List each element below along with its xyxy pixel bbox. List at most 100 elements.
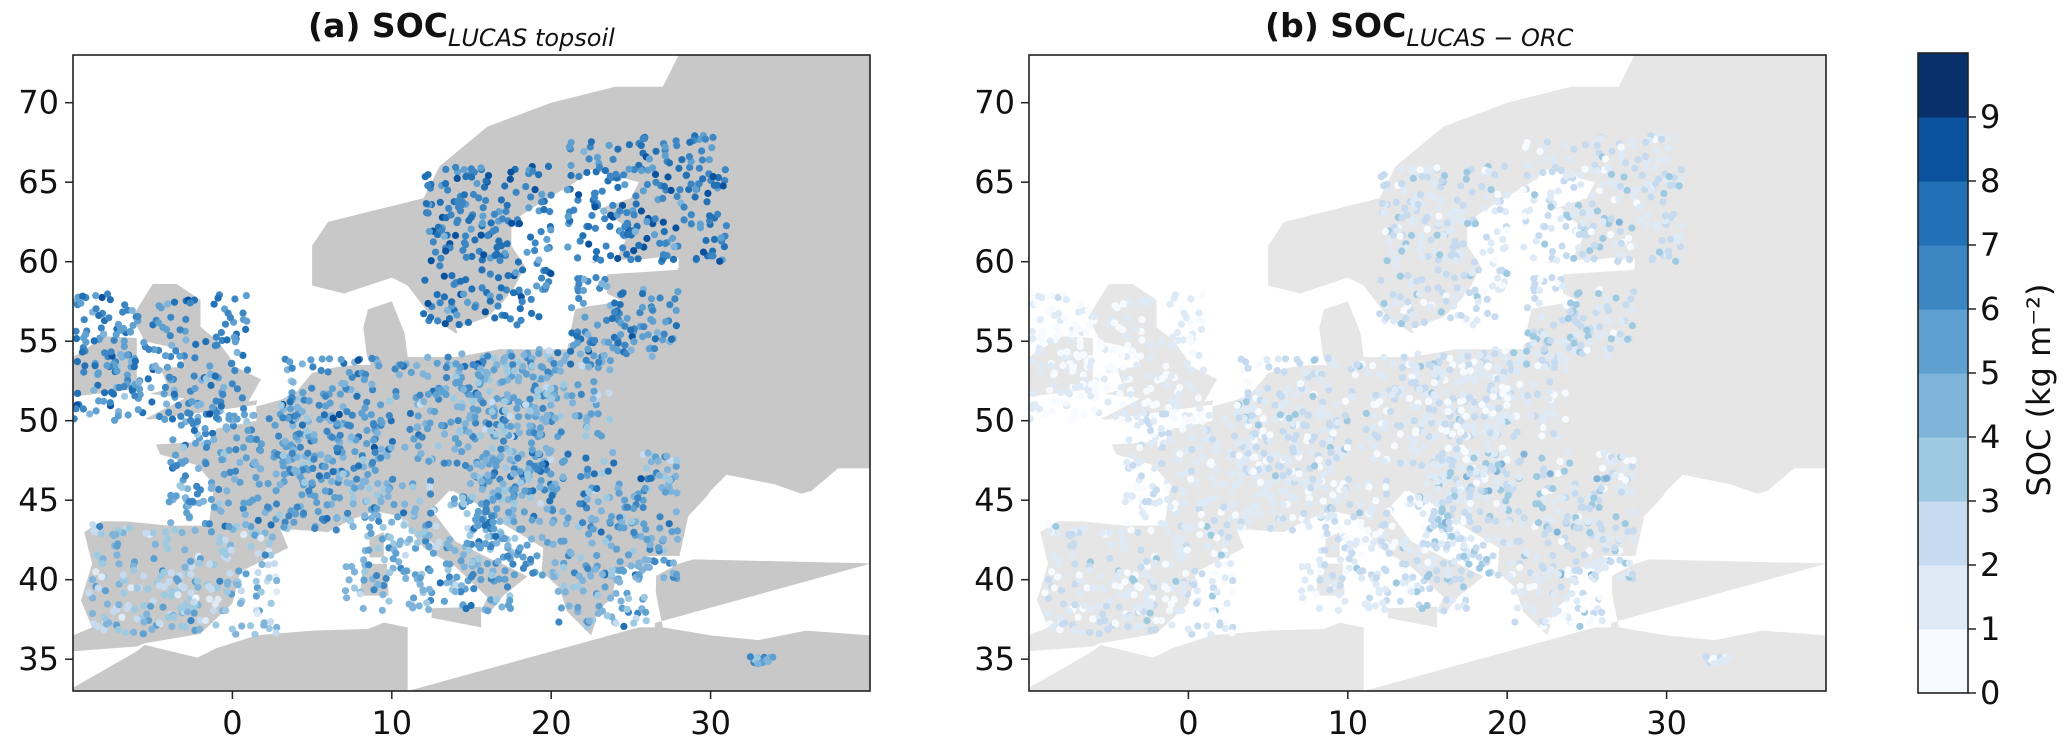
soc-point: [1643, 220, 1651, 228]
soc-point: [558, 458, 567, 466]
soc-point: [181, 623, 190, 631]
soc-point: [1417, 461, 1426, 470]
soc-point: [348, 562, 356, 571]
soc-point: [524, 412, 532, 420]
soc-point: [527, 295, 535, 303]
soc-point: [1157, 425, 1165, 433]
soc-point: [1570, 254, 1578, 263]
soc-point: [1078, 628, 1086, 637]
soc-point: [517, 316, 525, 324]
soc-point: [461, 241, 470, 249]
soc-point: [1499, 505, 1507, 513]
soc-point: [92, 305, 100, 313]
soc-point: [1426, 585, 1434, 593]
soc-point: [1213, 465, 1221, 473]
soc-point: [417, 450, 425, 458]
soc-point: [523, 248, 531, 256]
soc-point: [1100, 375, 1108, 383]
soc-point: [565, 143, 574, 151]
soc-point: [94, 381, 102, 389]
soc-point: [169, 436, 177, 444]
soc-point: [347, 517, 355, 525]
soc-point: [1616, 182, 1624, 190]
soc-point: [251, 531, 259, 539]
soc-point: [1445, 518, 1453, 526]
soc-point: [1450, 486, 1458, 494]
soc-point: [113, 367, 121, 375]
soc-point: [560, 563, 568, 572]
soc-point: [155, 582, 163, 590]
soc-point: [1380, 390, 1388, 398]
soc-point: [371, 466, 379, 474]
soc-point: [1197, 510, 1205, 519]
soc-point: [1520, 243, 1528, 251]
soc-point: [190, 372, 198, 380]
soc-point: [1292, 390, 1300, 398]
soc-point: [1301, 368, 1309, 377]
soc-point: [161, 383, 170, 391]
soc-point: [1471, 286, 1479, 294]
soc-point: [1586, 528, 1594, 537]
soc-point: [1591, 241, 1599, 249]
soc-point: [564, 514, 572, 522]
soc-point: [479, 204, 487, 212]
soc-point: [1220, 503, 1228, 511]
soc-point: [1641, 153, 1649, 161]
soc-point: [1045, 594, 1053, 602]
soc-point: [1471, 429, 1479, 437]
soc-point: [1411, 439, 1419, 447]
soc-point: [529, 167, 537, 175]
soc-point: [1586, 211, 1594, 219]
soc-point: [1075, 571, 1083, 579]
soc-point: [621, 341, 629, 349]
soc-point: [1648, 254, 1656, 263]
soc-point: [1211, 480, 1219, 488]
soc-point: [1227, 421, 1235, 429]
soc-point: [482, 456, 490, 464]
soc-point: [1456, 488, 1464, 496]
soc-point: [1523, 171, 1531, 180]
soc-point: [1477, 487, 1485, 495]
soc-point: [526, 422, 534, 430]
soc-point: [1621, 476, 1629, 484]
soc-point: [186, 299, 194, 307]
soc-point: [1077, 392, 1085, 400]
soc-point: [1193, 587, 1201, 595]
soc-point: [630, 338, 638, 346]
soc-point: [627, 346, 635, 354]
soc-point: [484, 232, 492, 240]
soc-point: [1279, 427, 1287, 435]
soc-point: [1468, 188, 1476, 196]
soc-point: [167, 592, 175, 600]
soc-point: [425, 531, 433, 539]
soc-point: [440, 459, 448, 467]
soc-point: [460, 563, 468, 571]
soc-point: [1092, 391, 1100, 399]
soc-point: [1169, 341, 1177, 349]
soc-point: [313, 498, 321, 507]
soc-point: [469, 493, 477, 501]
soc-point: [1560, 467, 1568, 475]
soc-point: [274, 450, 282, 459]
soc-point: [1562, 357, 1570, 365]
soc-point: [348, 411, 356, 419]
soc-point: [1597, 484, 1605, 492]
colorbar-segment: [1918, 53, 1968, 118]
soc-point: [1150, 464, 1159, 472]
soc-point: [1552, 163, 1560, 171]
soc-point: [1429, 179, 1437, 188]
soc-point: [513, 422, 521, 430]
y-tick-label: 70: [974, 84, 1015, 122]
soc-point: [1459, 391, 1467, 399]
soc-point: [264, 561, 272, 569]
soc-point: [1192, 458, 1200, 466]
soc-point: [1648, 185, 1656, 193]
soc-point: [341, 380, 349, 388]
soc-point: [361, 512, 369, 520]
soc-point: [620, 171, 628, 179]
soc-point: [535, 313, 543, 321]
soc-point: [1254, 360, 1262, 368]
soc-point: [678, 156, 686, 164]
soc-point: [1279, 472, 1287, 480]
soc-point: [1371, 602, 1379, 610]
